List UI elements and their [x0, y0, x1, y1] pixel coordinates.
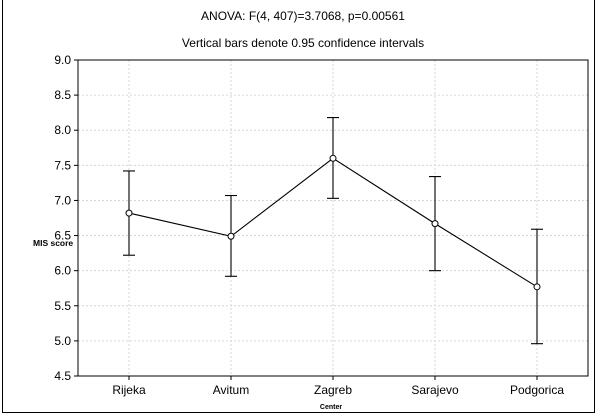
series-mean-line: [123, 117, 543, 345]
data-point: [533, 283, 541, 291]
x-tick-label: Podgorica: [510, 383, 564, 397]
x-axis-label: Center: [320, 404, 342, 411]
data-point: [125, 209, 133, 217]
y-tick-label: 5.5: [54, 299, 71, 313]
x-tick-label: Avitum: [213, 383, 249, 397]
y-axis-ticks: 4.5 5.0 5.5 6.0 6.5 7.0 7.5 8.0 8.5 9.0: [54, 53, 78, 383]
chart-subtitle: Vertical bars denote 0.95 confidence int…: [182, 36, 424, 50]
data-point: [227, 232, 235, 240]
y-tick-label: 7.0: [54, 193, 71, 207]
y-tick-label: 6.0: [54, 264, 71, 278]
chart-svg: ANOVA: F(4, 407)=3.7068, p=0.00561 Verti…: [33, 9, 589, 411]
chart-title: ANOVA: F(4, 407)=3.7068, p=0.00561: [201, 9, 405, 23]
x-axis-ticks: Rijeka Avitum Zagreb Sarajevo Podgorica: [112, 376, 564, 397]
x-tick-label: Rijeka: [112, 383, 146, 397]
y-tick-label: 9.0: [54, 53, 71, 67]
x-tick-label: Sarajevo: [411, 383, 459, 397]
y-axis-label: MIS score: [33, 238, 73, 248]
y-tick-label: 8.0: [54, 123, 71, 137]
y-tick-label: 5.0: [54, 334, 71, 348]
y-tick-label: 7.5: [54, 158, 71, 172]
y-tick-label: 4.5: [54, 369, 71, 383]
y-tick-label: 8.5: [54, 88, 71, 102]
data-point: [329, 154, 337, 162]
x-tick-label: Zagreb: [314, 383, 352, 397]
grid-lines: [78, 60, 588, 376]
y-tick-label: 6.5: [54, 229, 71, 243]
data-point: [431, 220, 439, 228]
